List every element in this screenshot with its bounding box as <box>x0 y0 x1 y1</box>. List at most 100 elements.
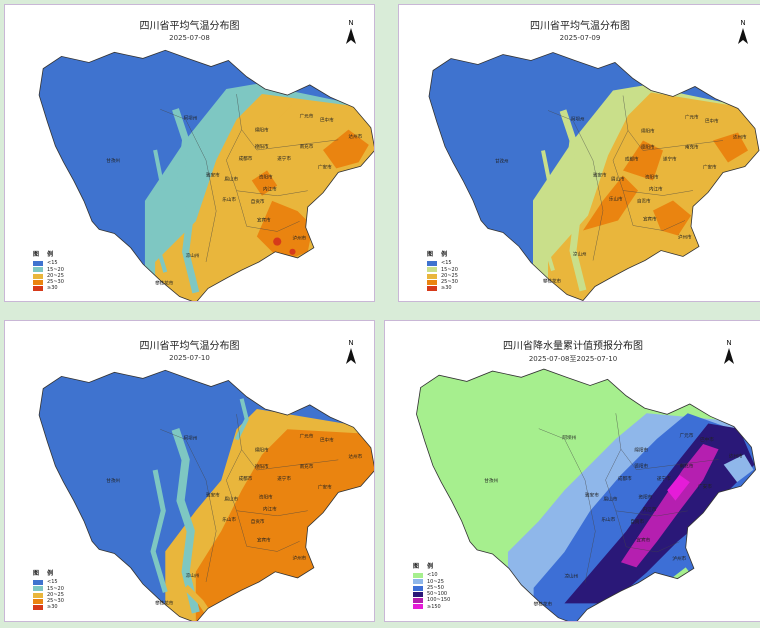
legend-item: 50~100 <box>413 591 450 597</box>
map-title: 四川省平均气温分布图 <box>530 21 630 32</box>
legend-swatch <box>33 605 43 611</box>
legend-swatch <box>427 260 437 266</box>
city-label: 甘孜州 <box>106 477 120 484</box>
city-label: 雅安市 <box>206 171 220 178</box>
legend-swatch <box>413 598 423 604</box>
map-title: 四川省平均气温分布图 <box>139 21 240 32</box>
city-label: 达州市 <box>348 133 362 140</box>
map-panel-2: 四川省平均气温分布图 2025-07-09 N 阿坝州 甘孜州 广元市 <box>398 4 760 302</box>
city-label: 甘孜州 <box>106 157 120 164</box>
legend-swatch <box>427 279 437 285</box>
legend-swatch <box>33 279 43 285</box>
city-label: 凉山州 <box>186 572 200 579</box>
north-arrow-icon: N <box>345 19 357 45</box>
city-label: 凉山州 <box>186 252 200 259</box>
precipitation-map: 阿坝州 甘孜州 广元市 绵阳市 巴中市 达州市 德阳市 南充市 成都市 遂宁市 … <box>416 368 756 621</box>
legend-swatch <box>427 273 437 279</box>
temperature-map: 阿坝州 甘孜州 广元市 绵阳市 巴中市 达州市 德阳市 南充市 成都市 遂宁市 … <box>38 369 374 621</box>
map-legend: 图 例 <15 15~20 20~25 25~30 ≥30 <box>33 570 64 611</box>
map-date: 2025-07-08 <box>169 34 210 42</box>
legend-swatch <box>33 273 43 279</box>
city-label: 乐山市 <box>222 516 236 523</box>
city-label: 成都市 <box>239 155 253 162</box>
city-label: 成都市 <box>239 475 253 482</box>
city-label: 甘孜州 <box>484 477 498 484</box>
north-arrow-icon: N <box>737 19 749 45</box>
map-title: 四川省降水量累计值预报分布图 <box>503 341 643 352</box>
city-label: 内江市 <box>263 186 277 193</box>
city-label: 内江市 <box>649 186 663 193</box>
legend-item: <15 <box>33 579 64 585</box>
temperature-map: 阿坝州 甘孜州 广元市 绵阳市 巴中市 达州市 德阳市 南充市 成都市 遂宁市 … <box>428 52 760 301</box>
legend-item: ≥30 <box>33 604 64 610</box>
city-label: 乐山市 <box>601 516 615 523</box>
city-label: 南充市 <box>685 144 699 151</box>
city-label: 德阳市 <box>255 143 269 150</box>
city-label: 达州市 <box>348 453 362 460</box>
city-label: 成都市 <box>618 475 632 482</box>
city-label: 资阳市 <box>259 494 273 501</box>
north-label: N <box>348 19 354 27</box>
city-label: 德阳市 <box>641 144 655 151</box>
map-panel-4: 四川省降水量累计值预报分布图 2025-07-08至2025-07-10 N 阿… <box>384 320 760 622</box>
city-label: 雅安市 <box>585 491 599 498</box>
map-title: 四川省平均气温分布图 <box>139 341 240 352</box>
map-date: 2025-07-08至2025-07-10 <box>528 355 618 363</box>
legend-swatch <box>33 260 43 266</box>
city-label: 南充市 <box>680 463 694 470</box>
legend-item: ≥30 <box>427 285 458 291</box>
city-label: 眉山市 <box>224 176 238 183</box>
city-label: 阿坝州 <box>184 434 198 441</box>
city-label: 雅安市 <box>593 172 607 179</box>
city-label: 雅安市 <box>206 491 220 498</box>
map-date: 2025-07-10 <box>169 354 210 362</box>
legend-swatch <box>33 586 43 592</box>
city-label: 攀枝花市 <box>534 600 553 607</box>
city-label: 广元市 <box>685 114 699 121</box>
legend-item: 15~20 <box>427 267 458 273</box>
legend-swatch <box>413 572 423 578</box>
city-label: 内江市 <box>643 506 657 513</box>
city-label: 遂宁市 <box>277 475 291 482</box>
city-label: 阿坝州 <box>571 116 585 123</box>
legend-swatch <box>33 267 43 273</box>
city-label: 达州市 <box>729 452 743 459</box>
city-label: 眉山市 <box>603 496 617 503</box>
city-label: 宜宾市 <box>636 537 650 544</box>
legend-item: 100~150 <box>413 597 450 603</box>
city-label: 阿坝州 <box>184 114 198 121</box>
city-label: 遂宁市 <box>663 156 677 163</box>
city-label: 绵阳市 <box>255 127 269 134</box>
city-label: 资阳市 <box>638 494 652 501</box>
city-label: 自贡市 <box>251 518 265 525</box>
legend-swatch <box>427 286 437 292</box>
city-label: 宜宾市 <box>257 536 271 543</box>
city-label: 宜宾市 <box>643 216 657 223</box>
legend-swatch <box>413 585 423 591</box>
city-label: 乐山市 <box>609 196 623 203</box>
map-date: 2025-07-09 <box>559 34 601 42</box>
city-label: 广安市 <box>318 483 332 490</box>
legend-item: <10 <box>413 572 450 578</box>
legend-swatch <box>33 286 43 292</box>
city-label: 宜宾市 <box>257 216 271 223</box>
city-label: 内江市 <box>263 506 277 513</box>
city-label: 巴中市 <box>705 118 719 125</box>
city-label: 广安市 <box>318 163 332 170</box>
legend-item: <15 <box>427 260 458 266</box>
map-legend: 图 例 <15 15~20 20~25 25~30 ≥30 <box>33 251 64 292</box>
city-label: 达州市 <box>733 134 747 141</box>
city-label: 成都市 <box>625 156 639 163</box>
legend-item: 20~25 <box>33 592 64 598</box>
legend-title: 图 例 <box>33 251 57 258</box>
city-label: 巴中市 <box>700 436 714 443</box>
city-label: 泸州市 <box>678 234 692 241</box>
legend-swatch <box>413 604 423 610</box>
city-label: 凉山州 <box>564 573 578 580</box>
legend-item: ≥30 <box>33 285 64 291</box>
city-label: 德阳市 <box>634 463 648 470</box>
legend-item: 25~30 <box>427 279 458 285</box>
city-label: 阿坝州 <box>562 434 576 441</box>
city-label: 自贡市 <box>630 518 644 525</box>
city-label: 甘孜州 <box>495 158 509 165</box>
